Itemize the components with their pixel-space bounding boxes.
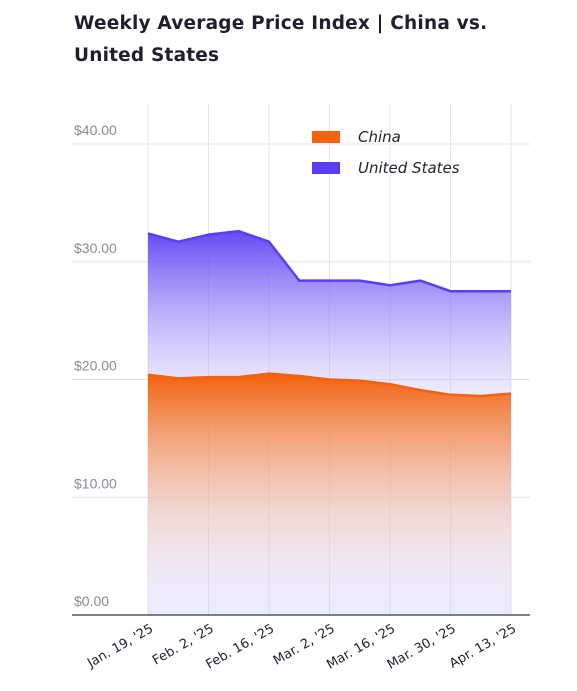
- y-tick-label: $30.00: [74, 240, 117, 256]
- series-areas: [147, 229, 512, 615]
- chart-title: Weekly Average Price Index | China vs. U…: [74, 13, 488, 66]
- y-tick-label: $20.00: [74, 358, 117, 374]
- china-area: [148, 373, 511, 615]
- y-tick-label: $40.00: [74, 122, 117, 138]
- legend-label-china: China: [358, 128, 401, 146]
- x-tick-label: Apr. 13, '25: [447, 621, 519, 671]
- legend: China United States: [312, 128, 460, 177]
- legend-swatch-united-states: [312, 162, 340, 174]
- x-tick-label: Jan. 19, '25: [84, 621, 156, 671]
- china-line: [147, 372, 512, 398]
- x-tick-label: Mar. 30, '25: [385, 621, 459, 672]
- legend-label-united-states: United States: [358, 159, 460, 177]
- y-tick-label: $0.00: [74, 593, 109, 609]
- legend-swatch-china: [312, 131, 340, 143]
- united-states-line: [147, 229, 511, 293]
- x-tick-label: Feb. 16, '25: [203, 621, 277, 672]
- y-tick-label: $10.00: [74, 475, 117, 491]
